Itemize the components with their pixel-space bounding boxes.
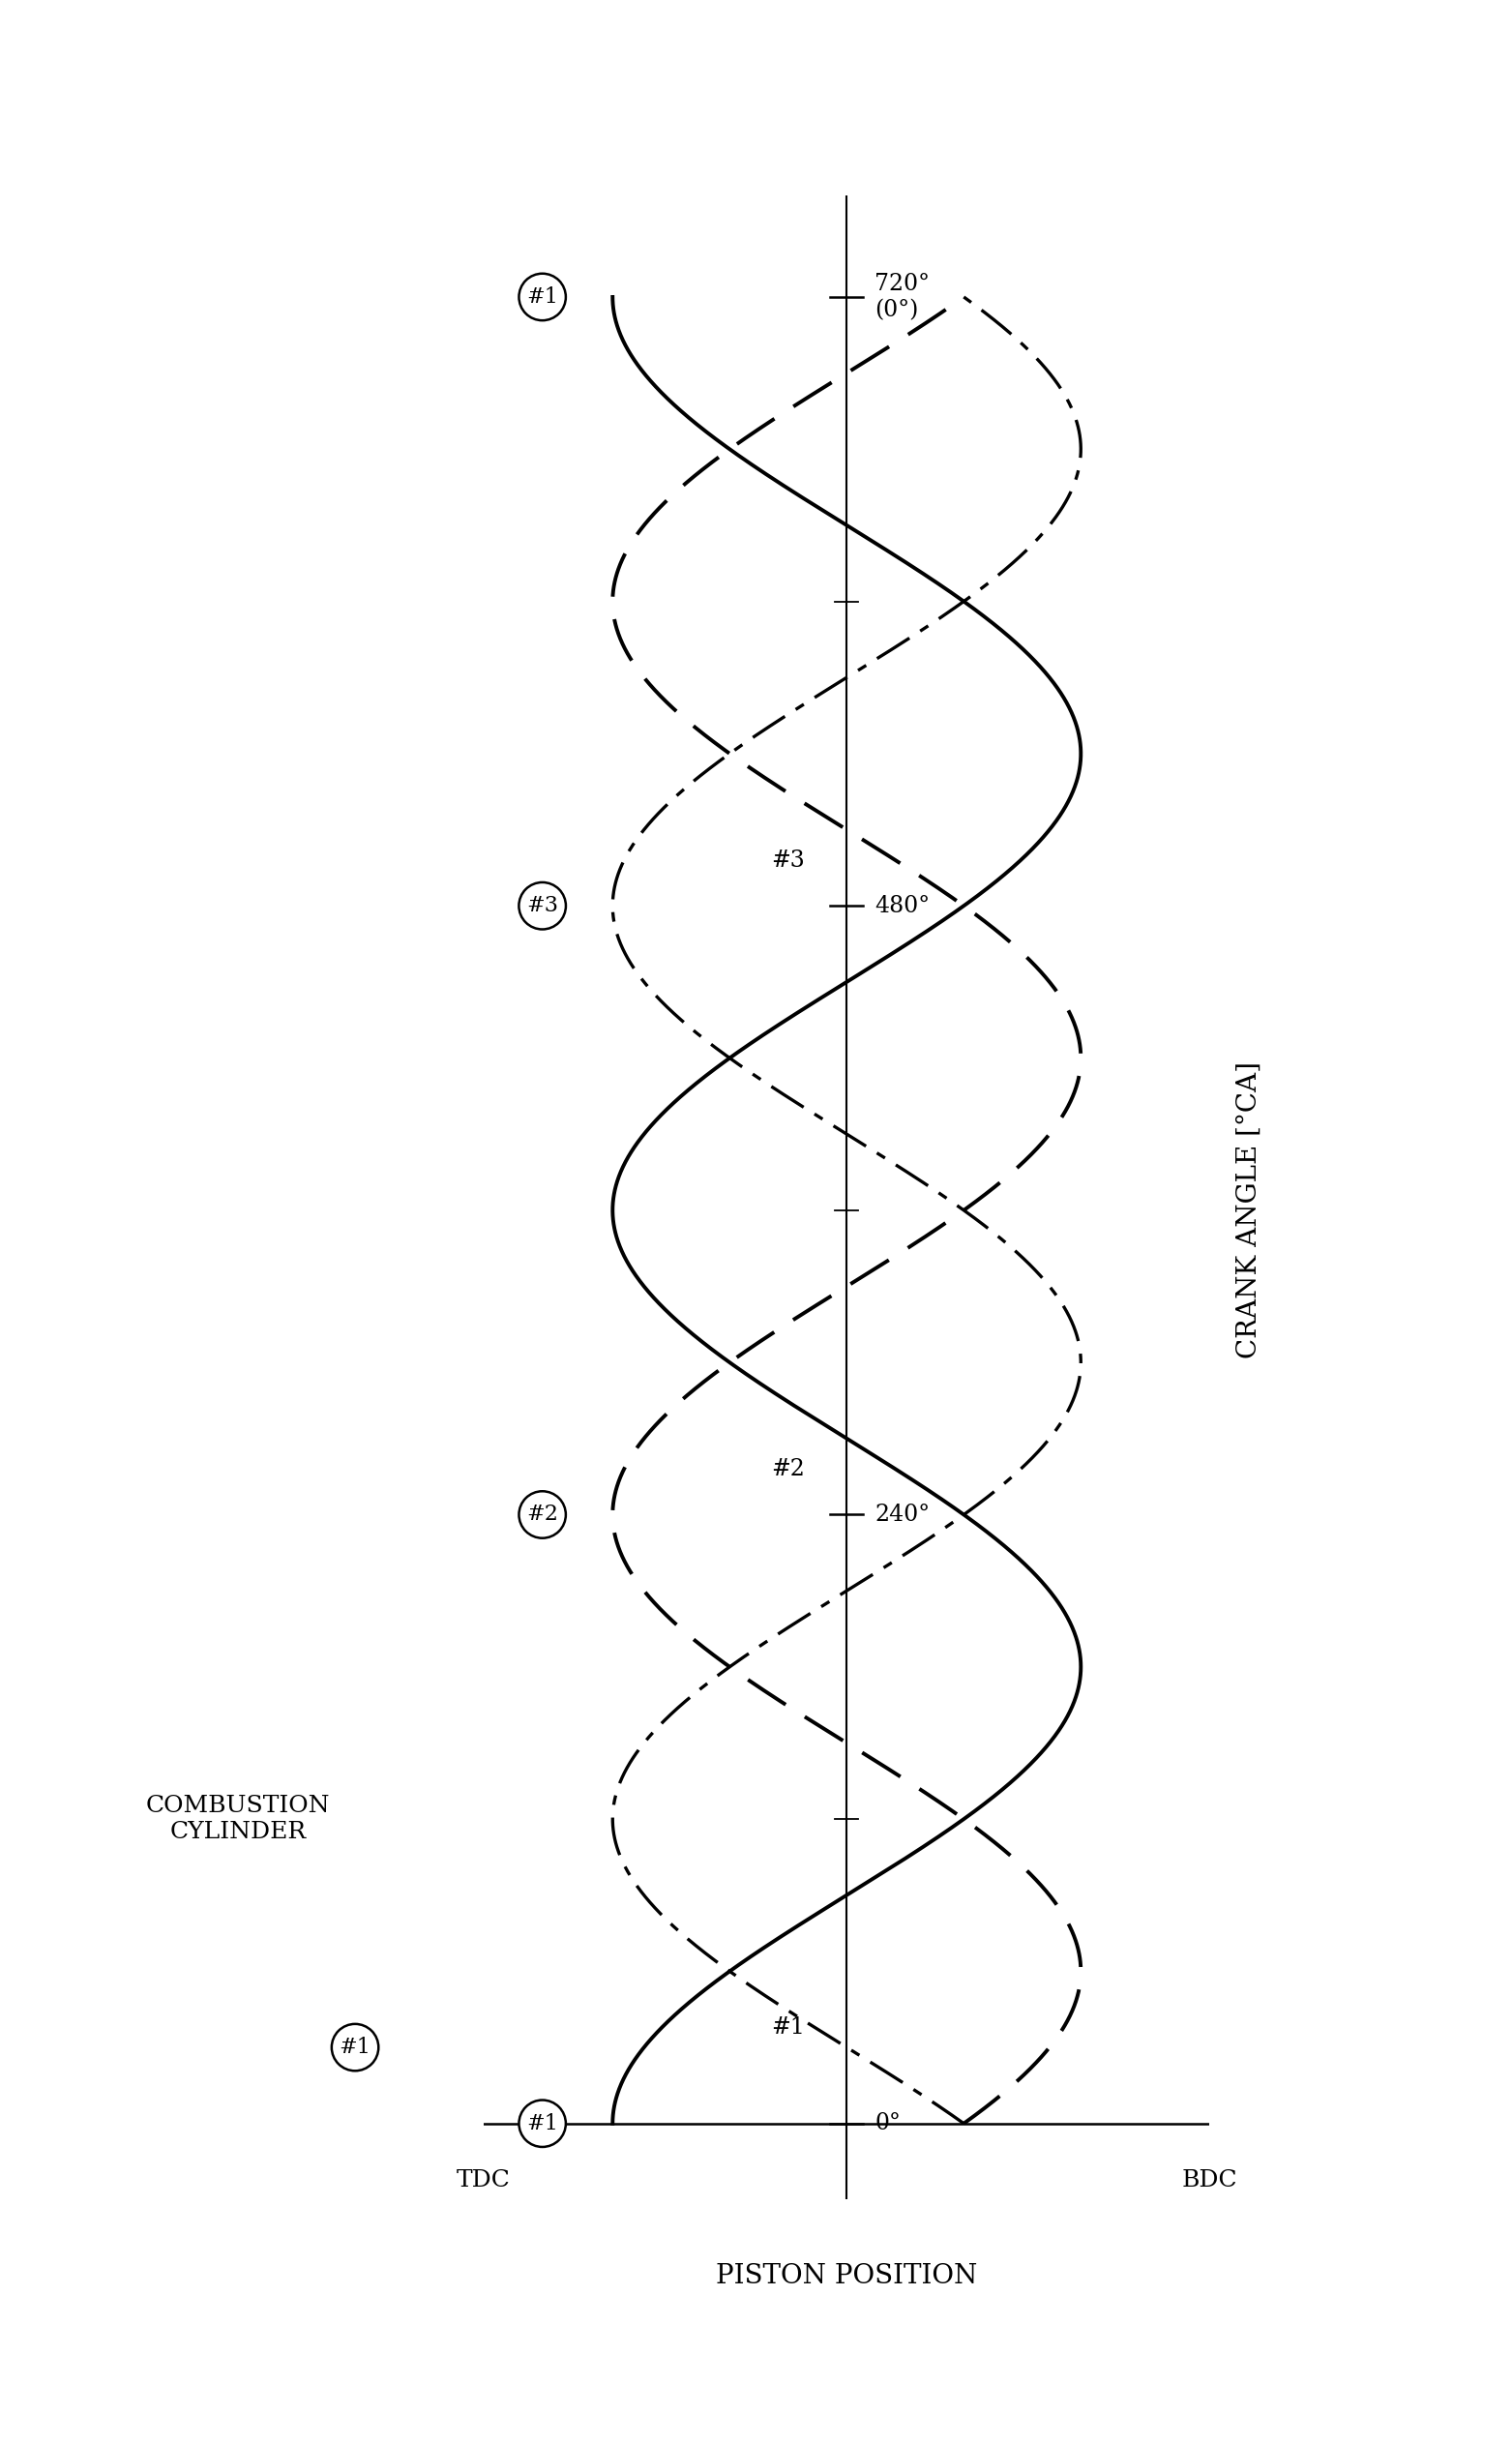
Text: 240°: 240° [875,1503,930,1525]
Text: 0°: 0° [875,2112,901,2134]
Text: #3: #3 [771,848,804,873]
Text: PISTON POSITION: PISTON POSITION [717,2263,977,2290]
Text: 720°
(0°): 720° (0°) [875,274,930,320]
Text: CRANK ANGLE [°CA]: CRANK ANGLE [°CA] [1237,1061,1263,1359]
Text: BDC: BDC [1182,2170,1237,2192]
Text: #1: #1 [526,2114,558,2134]
Text: 480°: 480° [875,895,930,916]
Text: #1: #1 [339,2036,370,2058]
Text: #3: #3 [526,895,558,916]
Text: #2: #2 [771,1459,804,1481]
Text: #1: #1 [771,2016,804,2038]
Text: COMBUSTION
CYLINDER: COMBUSTION CYLINDER [145,1794,330,1843]
Text: TDC: TDC [457,2170,511,2192]
Text: #2: #2 [526,1503,558,1525]
Text: #1: #1 [526,286,558,308]
